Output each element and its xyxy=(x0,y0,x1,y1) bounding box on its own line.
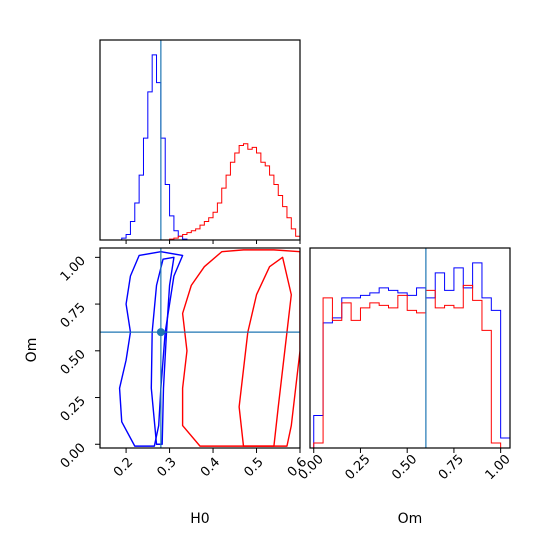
h0-om-contour-panel: 0.2 0.3 0.4 0.5 0.60.000.250.500.751.00 xyxy=(58,247,310,480)
truth-point xyxy=(156,328,165,337)
h0-axis-label: H0 xyxy=(190,511,209,527)
om-histogram-red xyxy=(313,284,510,449)
h0-histogram-panel xyxy=(99,39,301,244)
contour-group xyxy=(118,249,300,447)
om-x-tick-label-3: 0.75 xyxy=(436,452,467,483)
om-histogram-blue xyxy=(313,262,511,448)
om-axis-label: Om xyxy=(398,511,423,527)
h0-histogram-frame xyxy=(99,39,301,241)
h0-histogram-blue xyxy=(100,54,300,241)
om-histogram-frame xyxy=(309,247,511,449)
h0-x-tick-label-0: 0.2 xyxy=(111,455,136,480)
contour-frame xyxy=(99,247,301,449)
contour-red-outer xyxy=(181,249,300,447)
om-y-tick-label-1: 0.25 xyxy=(58,394,89,425)
h0-x-tick-label-2: 0.4 xyxy=(198,455,223,480)
h0-x-tick-label-3: 0.5 xyxy=(241,455,266,480)
om-x-tick-label-1: 0.25 xyxy=(342,452,373,483)
om-y-tick-label-3: 0.75 xyxy=(58,300,89,331)
contour-red-inner xyxy=(238,256,293,447)
contour-blue-inner xyxy=(150,256,175,445)
om-y-tick-label-0: 0.00 xyxy=(58,440,89,471)
om-y-tick-label-4: 1.00 xyxy=(58,254,89,285)
contour-blue-outer xyxy=(118,251,184,447)
om-y-axis-label: Om xyxy=(24,338,40,363)
om-x-tick-label-2: 0.50 xyxy=(389,452,420,483)
h0-x-tick-label-1: 0.3 xyxy=(154,455,179,480)
om-x-tick-label-4: 1.00 xyxy=(483,452,514,483)
om-histogram-panel: 0.00 0.25 0.50 0.75 1.00 xyxy=(296,247,514,483)
om-y-tick-label-2: 0.50 xyxy=(58,347,89,378)
